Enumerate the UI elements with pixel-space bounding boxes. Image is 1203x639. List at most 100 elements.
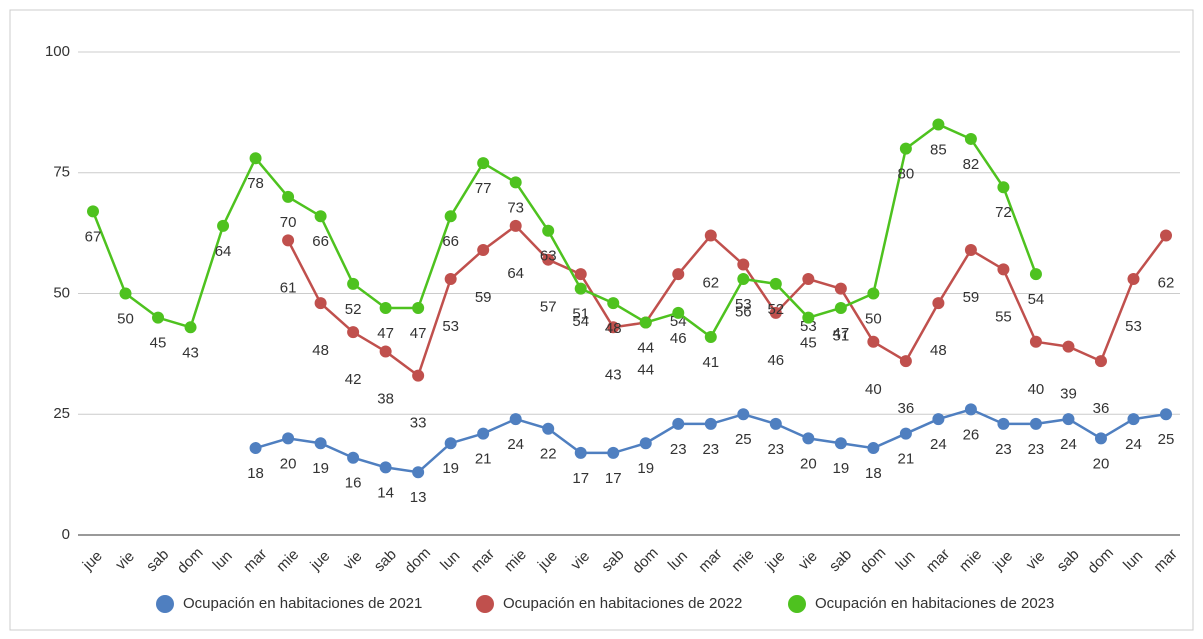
data-label: 54 (572, 313, 589, 330)
data-point (477, 244, 490, 257)
data-point (737, 408, 750, 421)
data-point (899, 355, 912, 368)
data-point (1094, 355, 1107, 368)
data-point (412, 369, 425, 382)
data-point (607, 297, 620, 310)
data-point (672, 417, 685, 430)
data-point (737, 258, 750, 271)
data-label: 52 (767, 301, 784, 318)
data-point (769, 417, 782, 430)
data-point (542, 253, 555, 266)
data-point (282, 190, 295, 203)
data-label: 23 (670, 441, 687, 458)
data-label: 46 (767, 352, 784, 369)
data-label: 85 (930, 141, 947, 158)
data-point (964, 403, 977, 416)
data-label: 20 (800, 455, 817, 472)
data-point (574, 268, 587, 281)
data-point (1062, 413, 1075, 426)
data-label: 42 (345, 371, 362, 388)
data-label: 23 (995, 441, 1012, 458)
data-label: 25 (1158, 431, 1175, 448)
data-label: 77 (475, 180, 492, 197)
data-point (379, 301, 392, 314)
data-point (672, 306, 685, 319)
data-point (282, 234, 295, 247)
data-label: 18 (865, 465, 882, 482)
data-point (347, 277, 360, 290)
data-point (87, 205, 99, 218)
data-label: 19 (637, 460, 654, 477)
data-label: 62 (1158, 275, 1175, 292)
data-point (867, 335, 880, 348)
data-label: 63 (540, 248, 557, 265)
data-label: 39 (1060, 386, 1077, 403)
data-point (672, 268, 685, 281)
data-point (1160, 229, 1172, 242)
data-label: 41 (702, 354, 719, 371)
data-label: 22 (540, 446, 557, 463)
data-label: 56 (735, 303, 752, 320)
legend-marker (156, 595, 174, 613)
data-label: 55 (995, 308, 1012, 325)
data-point (477, 157, 490, 170)
data-point (834, 282, 847, 295)
data-point (932, 297, 945, 310)
data-label: 18 (247, 465, 264, 482)
data-point (704, 330, 717, 343)
data-label: 16 (345, 475, 362, 492)
data-label: 73 (507, 199, 524, 216)
data-point (444, 210, 457, 223)
data-label: 62 (702, 275, 719, 292)
data-point (932, 118, 945, 131)
data-label: 64 (507, 265, 524, 282)
data-label: 24 (1060, 436, 1077, 453)
data-label: 82 (963, 156, 980, 173)
data-point (997, 417, 1010, 430)
data-label: 33 (410, 415, 427, 432)
data-label: 48 (605, 320, 622, 337)
data-label: 45 (800, 335, 817, 352)
data-point (737, 273, 750, 286)
data-label: 67 (85, 228, 102, 245)
data-point (802, 273, 815, 286)
data-point (1127, 413, 1140, 426)
data-point (379, 345, 392, 358)
data-label: 72 (995, 204, 1012, 221)
chart-frame (9, 9, 1194, 631)
data-point (1160, 408, 1172, 421)
y-tick-label: 25 (53, 405, 70, 422)
data-point (1094, 432, 1107, 445)
data-label: 20 (280, 455, 297, 472)
data-point (217, 219, 230, 232)
data-label: 59 (963, 289, 980, 306)
y-tick-label: 50 (53, 284, 70, 301)
data-label: 50 (117, 310, 134, 327)
data-point (152, 311, 165, 324)
data-point (769, 306, 782, 319)
data-label: 19 (312, 460, 329, 477)
data-point (542, 422, 555, 435)
data-label: 14 (377, 484, 394, 501)
data-point (477, 427, 490, 440)
data-label: 51 (572, 306, 589, 323)
data-label: 59 (475, 289, 492, 306)
data-point (607, 446, 620, 459)
data-point (834, 437, 847, 450)
data-label: 25 (735, 431, 752, 448)
data-label: 13 (410, 489, 427, 506)
data-point (249, 152, 262, 165)
data-label: 78 (247, 175, 264, 192)
data-point (1029, 335, 1042, 348)
data-point (542, 224, 555, 237)
data-point (769, 277, 782, 290)
data-label: 43 (605, 366, 622, 383)
data-label: 19 (833, 460, 850, 477)
data-label: 23 (1028, 441, 1045, 458)
data-label: 23 (702, 441, 719, 458)
data-point (444, 273, 457, 286)
data-point (314, 210, 327, 223)
data-label: 48 (930, 342, 947, 359)
data-point (1029, 417, 1042, 430)
